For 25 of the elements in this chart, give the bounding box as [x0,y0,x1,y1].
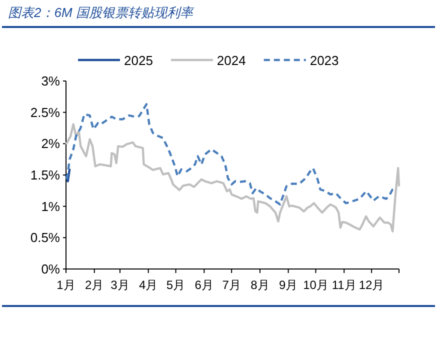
x-tick-label: 10月 [303,278,328,292]
x-tick-label: 5月 [166,278,186,292]
x-tick-label: 1月 [56,278,76,292]
y-tick-label: 2% [41,136,60,152]
y-tick-label: 1% [41,198,60,214]
legend-label: 2024 [216,53,246,68]
x-tick-label: 7月 [222,278,241,292]
x-tick-label: 8月 [250,278,270,292]
y-tick-label: 3% [41,74,60,88]
x-tick-label: 11月 [332,278,356,292]
legend-label: 2025 [124,53,153,68]
line-series [64,123,400,232]
x-tick-label: 12月 [358,278,384,292]
x-tick-label: 3月 [110,278,130,292]
y-tick-label: 0% [41,262,60,276]
x-tick-label: 9月 [278,278,298,292]
x-tick-label: 2月 [85,278,104,292]
x-tick-label: 6月 [194,278,214,292]
legend-label: 2023 [310,53,339,68]
line-series [66,103,396,206]
x-tick-label: 4月 [138,278,158,292]
y-tick-label: 1.5% [30,168,60,182]
chart-title: 图表2：6M 国股银票转贴现利率 [8,5,195,20]
y-tick-label: 2.5% [30,104,60,120]
y-tick-label: 0.5% [30,230,60,246]
